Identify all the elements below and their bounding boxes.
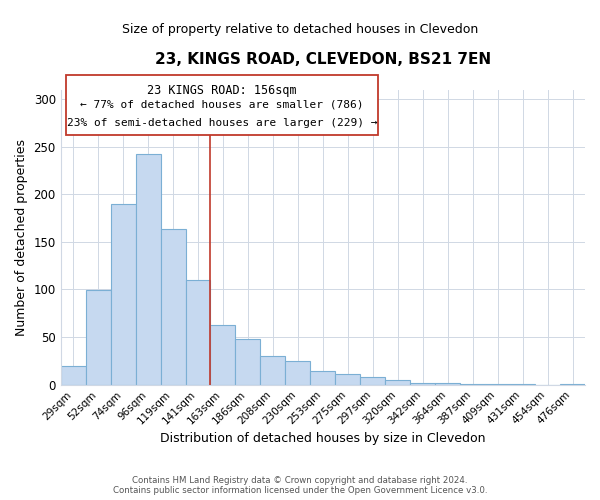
Bar bbox=[360, 377, 385, 384]
Text: 23% of semi-detached houses are larger (229) →: 23% of semi-detached houses are larger (… bbox=[67, 118, 377, 128]
Bar bbox=[260, 356, 286, 384]
Bar bbox=[286, 361, 310, 384]
Bar bbox=[161, 228, 185, 384]
FancyBboxPatch shape bbox=[66, 74, 378, 136]
Bar bbox=[211, 324, 235, 384]
Bar bbox=[410, 383, 435, 384]
Bar bbox=[435, 383, 460, 384]
Bar bbox=[235, 339, 260, 384]
Text: ← 77% of detached houses are smaller (786): ← 77% of detached houses are smaller (78… bbox=[80, 100, 364, 110]
Bar bbox=[136, 154, 161, 384]
Text: 23 KINGS ROAD: 156sqm: 23 KINGS ROAD: 156sqm bbox=[147, 84, 297, 96]
Bar bbox=[110, 204, 136, 384]
Y-axis label: Number of detached properties: Number of detached properties bbox=[15, 138, 28, 336]
Bar bbox=[86, 290, 110, 384]
Bar bbox=[185, 280, 211, 384]
X-axis label: Distribution of detached houses by size in Clevedon: Distribution of detached houses by size … bbox=[160, 432, 485, 445]
Bar bbox=[310, 372, 335, 384]
Text: Contains HM Land Registry data © Crown copyright and database right 2024.
Contai: Contains HM Land Registry data © Crown c… bbox=[113, 476, 487, 495]
Text: Size of property relative to detached houses in Clevedon: Size of property relative to detached ho… bbox=[122, 22, 478, 36]
Bar bbox=[335, 374, 360, 384]
Bar bbox=[385, 380, 410, 384]
Bar bbox=[61, 366, 86, 384]
Title: 23, KINGS ROAD, CLEVEDON, BS21 7EN: 23, KINGS ROAD, CLEVEDON, BS21 7EN bbox=[155, 52, 491, 68]
